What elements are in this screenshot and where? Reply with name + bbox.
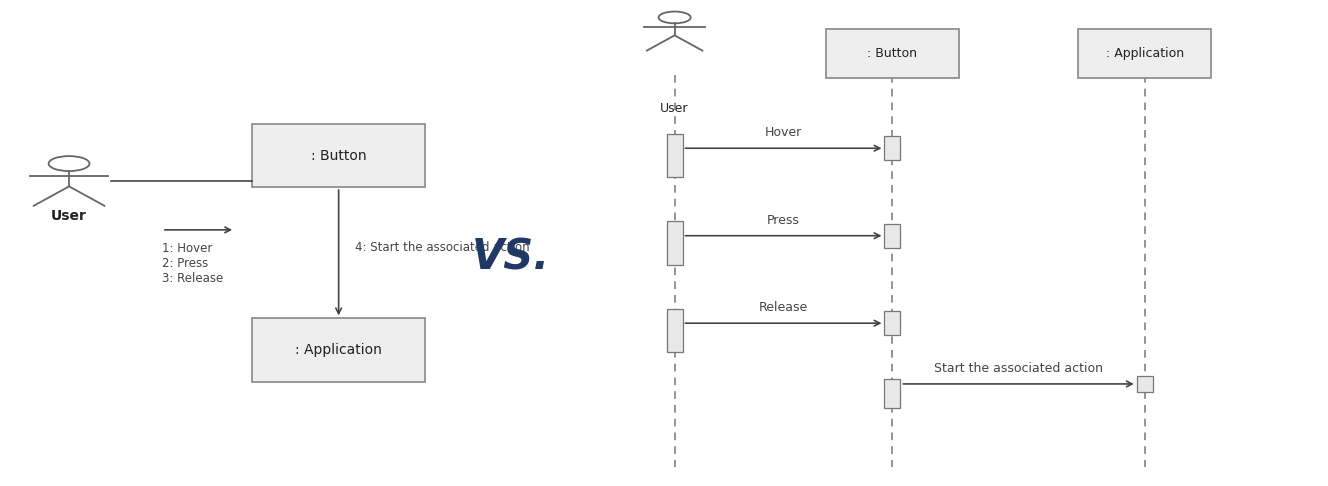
Text: Hover: Hover: [765, 126, 802, 139]
Bar: [826, 29, 959, 78]
Bar: [884, 136, 900, 160]
Text: : Application: : Application: [1106, 47, 1183, 60]
Text: User: User: [660, 102, 689, 115]
Text: : Application: : Application: [295, 343, 382, 357]
Text: VS.: VS.: [473, 237, 550, 278]
Bar: [884, 379, 900, 408]
Bar: [252, 318, 425, 382]
Bar: [667, 221, 683, 265]
Text: Release: Release: [758, 301, 809, 314]
Bar: [667, 134, 683, 177]
Text: : Button: : Button: [867, 47, 918, 60]
Bar: [252, 124, 425, 187]
Text: : Button: : Button: [311, 149, 367, 162]
Text: Press: Press: [768, 214, 799, 227]
Bar: [884, 311, 900, 335]
Bar: [667, 309, 683, 352]
Text: User: User: [50, 209, 88, 223]
Bar: [1137, 376, 1153, 392]
Text: 4: Start the associated action: 4: Start the associated action: [355, 242, 529, 254]
Text: Start the associated action: Start the associated action: [934, 362, 1104, 375]
Bar: [884, 224, 900, 248]
Bar: [1078, 29, 1211, 78]
Text: 1: Hover
2: Press
3: Release: 1: Hover 2: Press 3: Release: [162, 242, 223, 285]
